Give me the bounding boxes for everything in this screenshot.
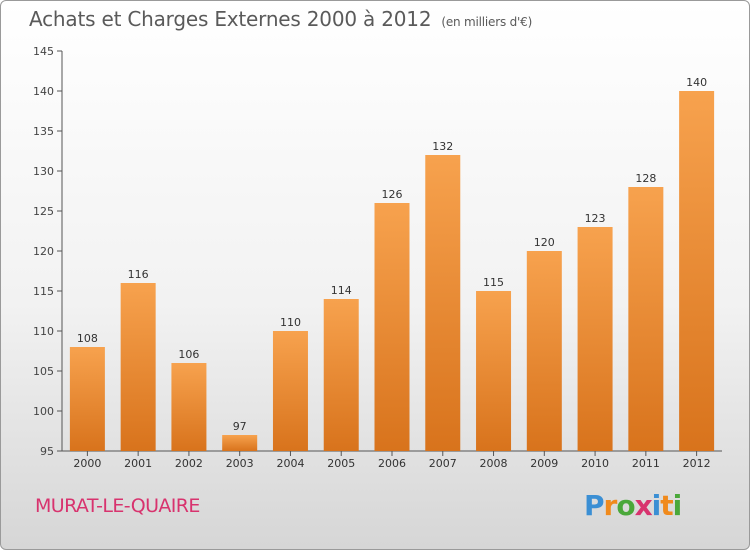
bar-value-label: 116 bbox=[128, 268, 149, 281]
bar bbox=[374, 203, 410, 451]
bar bbox=[272, 331, 308, 451]
chart-title: Achats et Charges Externes 2000 à 2012 (e… bbox=[29, 7, 532, 31]
y-tick-label: 100 bbox=[33, 405, 54, 418]
logo-letter: P bbox=[584, 489, 605, 522]
x-tick-label: 2011 bbox=[632, 457, 660, 470]
bar bbox=[526, 251, 562, 451]
logo-letter: r bbox=[603, 489, 618, 522]
y-tick-label: 145 bbox=[33, 45, 54, 58]
x-tick-label: 2008 bbox=[480, 457, 508, 470]
bar-value-label: 108 bbox=[77, 332, 98, 345]
logo-letter: t bbox=[660, 489, 673, 522]
y-tick-label: 125 bbox=[33, 205, 54, 218]
y-tick-label: 115 bbox=[33, 285, 54, 298]
x-tick-label: 2009 bbox=[530, 457, 558, 470]
chart-title-text: Achats et Charges Externes 2000 à 2012 bbox=[29, 7, 432, 31]
x-tick-label: 2003 bbox=[226, 457, 254, 470]
y-tick-label: 105 bbox=[33, 365, 54, 378]
x-tick-label: 2007 bbox=[429, 457, 457, 470]
x-tick-label: 2012 bbox=[683, 457, 711, 470]
bar bbox=[577, 227, 613, 451]
bar-value-label: 106 bbox=[178, 348, 199, 361]
bar bbox=[120, 283, 156, 451]
logo-letter: i bbox=[672, 489, 683, 522]
bar-value-label: 140 bbox=[686, 76, 707, 89]
commune-name: MURAT-LE-QUAIRE bbox=[35, 495, 200, 517]
bar-value-label: 128 bbox=[635, 172, 656, 185]
y-tick-label: 110 bbox=[33, 325, 54, 338]
bar-value-label: 114 bbox=[331, 284, 352, 297]
proxiti-logo: Proxiti bbox=[584, 489, 683, 522]
bar bbox=[69, 347, 105, 451]
y-tick-label: 140 bbox=[33, 85, 54, 98]
bar-value-label: 132 bbox=[432, 140, 453, 153]
logo-letter: o bbox=[616, 489, 635, 522]
bar bbox=[425, 155, 461, 451]
x-tick-label: 2001 bbox=[124, 457, 152, 470]
x-tick-label: 2004 bbox=[276, 457, 304, 470]
y-tick-label: 130 bbox=[33, 165, 54, 178]
y-tick-label: 95 bbox=[40, 445, 54, 458]
x-tick-label: 2002 bbox=[175, 457, 203, 470]
logo-letter: i bbox=[651, 489, 662, 522]
bar bbox=[323, 299, 359, 451]
x-tick-label: 2005 bbox=[327, 457, 355, 470]
y-tick-label: 135 bbox=[33, 125, 54, 138]
y-tick-label: 120 bbox=[33, 245, 54, 258]
bar bbox=[222, 435, 258, 451]
bar-value-label: 115 bbox=[483, 276, 504, 289]
x-tick-label: 2006 bbox=[378, 457, 406, 470]
bar-value-label: 110 bbox=[280, 316, 301, 329]
bar bbox=[476, 291, 512, 451]
x-tick-label: 2010 bbox=[581, 457, 609, 470]
bar bbox=[628, 187, 664, 451]
bar-value-label: 123 bbox=[585, 212, 606, 225]
bar-value-label: 126 bbox=[382, 188, 403, 201]
bar-value-label: 120 bbox=[534, 236, 555, 249]
chart-unit: (en milliers d'€) bbox=[441, 15, 533, 29]
logo-letter: x bbox=[634, 489, 653, 522]
bar bbox=[171, 363, 207, 451]
bar bbox=[679, 91, 715, 451]
bar-value-label: 97 bbox=[233, 420, 247, 433]
x-tick-label: 2000 bbox=[73, 457, 101, 470]
